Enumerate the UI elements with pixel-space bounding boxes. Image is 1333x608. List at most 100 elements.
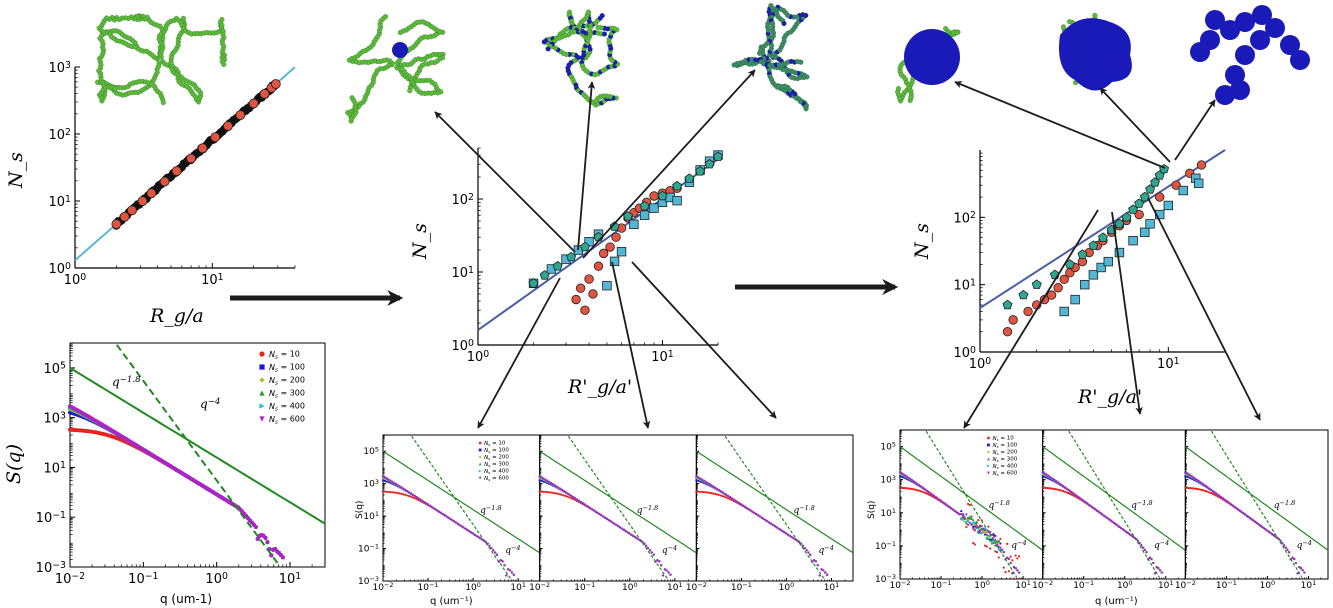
legend-label: Ns = 200 bbox=[992, 450, 1017, 457]
legend-marker bbox=[987, 464, 990, 468]
data-point bbox=[649, 203, 659, 213]
data-point bbox=[1008, 315, 1018, 325]
data-point bbox=[989, 547, 992, 550]
data-point bbox=[743, 505, 747, 508]
series-curve bbox=[695, 477, 829, 577]
x-tick-label: 101 bbox=[201, 272, 224, 288]
particle bbox=[1060, 24, 1067, 30]
particle bbox=[132, 44, 138, 50]
data-point bbox=[572, 496, 575, 499]
data-point bbox=[471, 532, 474, 535]
data-point bbox=[396, 484, 400, 487]
data-point bbox=[413, 494, 416, 497]
data-point bbox=[1000, 548, 1004, 552]
x-tick-label: 100 bbox=[969, 356, 992, 372]
particle bbox=[776, 83, 782, 89]
series-curve bbox=[68, 405, 285, 560]
data-point bbox=[620, 527, 623, 530]
data-point bbox=[584, 274, 594, 284]
data-point bbox=[1014, 554, 1017, 557]
blob-lobe bbox=[1190, 42, 1210, 62]
particle bbox=[798, 59, 804, 65]
data-point bbox=[385, 490, 388, 493]
x-tick-label: 100 bbox=[1260, 579, 1276, 591]
data-point bbox=[404, 493, 407, 496]
data-point bbox=[790, 535, 793, 539]
y-tick-label: 102 bbox=[49, 127, 72, 143]
label-q-4: q−4 bbox=[819, 544, 834, 556]
data-point bbox=[719, 494, 722, 497]
x-tick-label: 10−2 bbox=[55, 571, 85, 587]
data-point bbox=[494, 551, 497, 554]
data-point bbox=[603, 516, 607, 519]
y-tick-label: 101 bbox=[49, 194, 72, 210]
data-point bbox=[1145, 551, 1148, 554]
data-point bbox=[650, 551, 653, 554]
data-point bbox=[1002, 327, 1013, 337]
legend-label: Ns = 10 bbox=[484, 441, 506, 448]
data-point bbox=[408, 494, 411, 498]
data-point bbox=[713, 486, 717, 489]
particle bbox=[895, 86, 902, 92]
blob-lobe bbox=[1215, 85, 1235, 105]
data-point bbox=[280, 555, 285, 560]
data-point bbox=[394, 482, 398, 486]
data-point bbox=[602, 280, 612, 291]
data-point bbox=[408, 491, 411, 494]
data-point bbox=[546, 479, 549, 482]
data-point bbox=[814, 560, 818, 563]
data-point bbox=[402, 487, 405, 490]
data-point bbox=[111, 219, 122, 229]
y-tick-label: 101 bbox=[954, 277, 977, 293]
data-point bbox=[398, 485, 401, 488]
data-point bbox=[812, 559, 816, 562]
x-tick-label: 101 bbox=[1157, 356, 1180, 372]
y-tick-label: 101 bbox=[880, 507, 896, 519]
data-point bbox=[553, 484, 556, 487]
panel-b-xlabel: R'_g/a' bbox=[567, 376, 632, 398]
data-point bbox=[557, 492, 560, 495]
sq-subpanel: 10−2 10−1 100 101 q−1.8 q−4 bbox=[529, 434, 697, 593]
series-curve bbox=[898, 471, 1021, 575]
particle bbox=[221, 61, 227, 67]
label-q-1.8: q−1.8 bbox=[480, 504, 501, 516]
legend-marker bbox=[987, 450, 990, 454]
data-point bbox=[713, 492, 717, 495]
series-curve bbox=[538, 475, 672, 577]
data-point bbox=[555, 485, 558, 488]
data-point bbox=[966, 523, 970, 526]
particle bbox=[382, 14, 389, 20]
legend-marker bbox=[478, 448, 482, 452]
data-point bbox=[475, 534, 478, 537]
data-point bbox=[1145, 219, 1155, 229]
data-point bbox=[592, 509, 595, 512]
data-point bbox=[430, 505, 433, 508]
data-point bbox=[1016, 557, 1019, 560]
data-point bbox=[672, 195, 682, 206]
data-point bbox=[588, 289, 598, 299]
y-tick-label: 101 bbox=[363, 510, 379, 522]
data-point bbox=[756, 514, 760, 517]
data-point bbox=[672, 180, 683, 191]
data-point bbox=[1193, 178, 1204, 189]
data-point bbox=[389, 491, 392, 494]
data-point bbox=[712, 492, 715, 495]
data-point bbox=[575, 283, 586, 293]
data-point bbox=[605, 242, 615, 252]
data-point bbox=[622, 528, 625, 531]
data-point bbox=[552, 261, 563, 271]
data-point bbox=[968, 515, 971, 518]
data-point bbox=[660, 564, 663, 567]
data-point bbox=[538, 490, 541, 493]
data-point bbox=[590, 508, 594, 511]
data-point bbox=[400, 492, 403, 495]
data-point bbox=[771, 523, 775, 527]
data-point bbox=[760, 516, 763, 519]
data-point bbox=[449, 517, 452, 520]
data-point bbox=[394, 491, 398, 494]
data-point bbox=[411, 493, 414, 496]
data-point bbox=[127, 205, 137, 216]
data-point bbox=[443, 514, 446, 517]
data-point bbox=[1053, 283, 1063, 293]
label-q-4: q−4 bbox=[1011, 539, 1026, 551]
